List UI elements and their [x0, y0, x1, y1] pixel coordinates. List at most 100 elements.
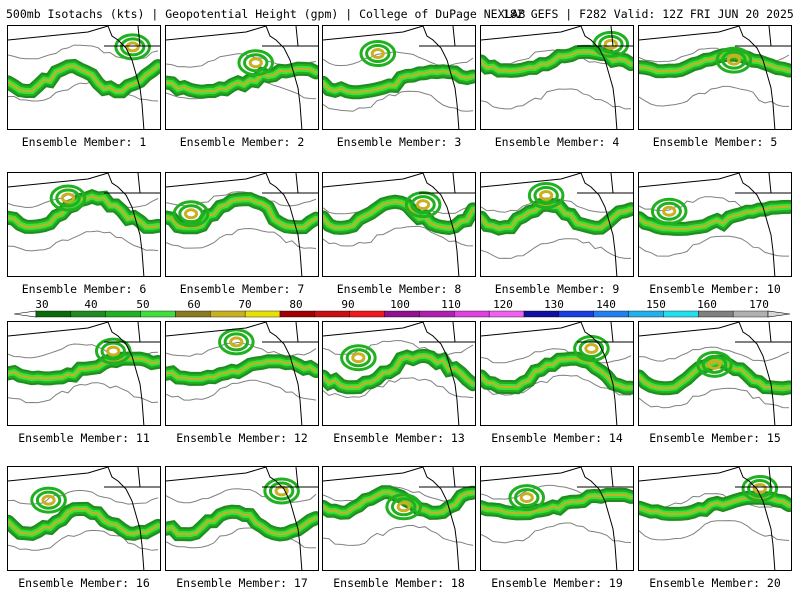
- colorbar-cell: [349, 310, 385, 318]
- colorbar-cell: [140, 310, 176, 318]
- colorbar-cell: [35, 310, 72, 318]
- height-contour: [323, 225, 474, 247]
- cutoff-low-isotach: [218, 328, 255, 356]
- member-map-9: [481, 173, 633, 276]
- ensemble-member-label: Ensemble Member: 20: [649, 576, 781, 590]
- isotach-band: [323, 200, 474, 229]
- cutoff-low-isotach: [701, 354, 728, 374]
- colorbar-cell: [384, 310, 420, 318]
- map-header: 500mb Isotachs (kts) | Geopotential Heig…: [6, 7, 794, 21]
- member-map-2: [166, 26, 318, 129]
- cutoff-low-isotach: [55, 188, 81, 208]
- member-map-10: [639, 173, 791, 276]
- header-run-info: 18Z GEFS | F282 Valid: 12Z FRI JUN 20 20…: [503, 7, 794, 21]
- coastline: [639, 173, 791, 276]
- coastline: [166, 173, 318, 276]
- colorbar-cell: [628, 310, 664, 318]
- height-contour: [166, 379, 317, 401]
- cutoff-low-isotach: [49, 184, 87, 212]
- colorbar-tick-label: 90: [341, 298, 355, 311]
- coastline: [639, 467, 791, 570]
- coastline: [323, 467, 475, 570]
- cutoff-low-isotach: [415, 199, 431, 211]
- cutoff-low-isotach: [592, 30, 630, 58]
- cutoff-low-isotach: [237, 49, 275, 77]
- cutoff-low-isotach: [359, 40, 397, 68]
- colorbar-tick-label: 150: [646, 298, 666, 311]
- cutoff-low-isotach: [508, 484, 546, 512]
- ensemble-member-label: Ensemble Member: 13: [333, 431, 465, 445]
- colorbar-cell: [454, 310, 490, 318]
- isotach-band: [323, 196, 475, 233]
- cutoff-low-isotach: [721, 50, 747, 70]
- ensemble-panel: [7, 321, 161, 426]
- colorbar-cell: [314, 310, 350, 318]
- cutoff-low-isotach: [248, 57, 263, 69]
- member-map-3: [323, 26, 475, 129]
- cutoff-low-isotach: [707, 358, 722, 370]
- colorbar-tick-label: 140: [596, 298, 616, 311]
- cutoff-low-isotach: [119, 37, 146, 57]
- colorbar-cell: [105, 310, 141, 318]
- height-contour: [8, 230, 159, 252]
- coastline: [639, 26, 791, 129]
- member-map-18: [323, 467, 475, 570]
- cutoff-low-isotach: [539, 189, 554, 201]
- member-map-19: [481, 467, 633, 570]
- cutoff-low-isotach: [752, 482, 767, 494]
- coastline: [481, 26, 633, 129]
- ensemble-panel: [322, 25, 476, 130]
- member-map-4: [481, 26, 633, 129]
- cutoff-low-isotach: [345, 348, 372, 368]
- colorbar-tick-label: 170: [749, 298, 769, 311]
- cutoff-low-isotach: [396, 501, 411, 513]
- colorbar-cell: [523, 310, 560, 318]
- ensemble-panel: [322, 321, 476, 426]
- cutoff-low-isotach: [598, 34, 624, 54]
- cutoff-low-isotach: [650, 197, 688, 225]
- cutoff-low-isotach: [726, 54, 742, 66]
- coastline: [323, 26, 475, 129]
- ensemble-panel: [322, 466, 476, 571]
- coastline: [323, 322, 475, 425]
- ensemble-member-label: Ensemble Member: 12: [176, 431, 308, 445]
- colorbar-tick-label: 110: [441, 298, 461, 311]
- colorbar-cell: [175, 310, 211, 318]
- height-contour: [8, 529, 159, 551]
- height-contour: [639, 235, 789, 257]
- cutoff-low-isotach: [696, 350, 733, 378]
- cutoff-low-isotach: [100, 341, 126, 361]
- ensemble-member-label: Ensemble Member: 10: [649, 282, 781, 296]
- height-contour: [166, 227, 317, 249]
- ensemble-member-label: Ensemble Member: 4: [494, 135, 620, 149]
- height-contour: [639, 387, 790, 409]
- cutoff-low-isotach: [747, 478, 773, 498]
- ensemble-member-label: Ensemble Member: 17: [176, 576, 308, 590]
- colorbar-low-end: [14, 310, 37, 318]
- cutoff-low-isotach: [715, 46, 753, 74]
- member-map-15: [639, 322, 791, 425]
- ensemble-member-label: Ensemble Member: 6: [21, 282, 147, 296]
- cutoff-low-isotach: [268, 481, 295, 501]
- colorbar-tick-label: 30: [35, 298, 49, 311]
- cutoff-low-isotach: [578, 339, 605, 359]
- cutoff-low-isotach: [662, 205, 677, 217]
- isotach-band: [323, 354, 474, 389]
- member-map-17: [166, 467, 318, 570]
- coastline: [481, 467, 633, 570]
- ensemble-member-label: Ensemble Member: 8: [336, 282, 462, 296]
- member-map-1: [8, 26, 160, 129]
- colorbar-cell: [279, 310, 316, 318]
- cutoff-low-isotach: [223, 332, 250, 352]
- cutoff-low-isotach: [41, 494, 56, 506]
- coastline: [481, 322, 633, 425]
- colorbar-tick-label: 100: [390, 298, 410, 311]
- cutoff-low-isotach: [351, 352, 366, 364]
- cutoff-low-isotach: [178, 204, 204, 224]
- isotach-band: [323, 70, 474, 94]
- colorbar-tick-label: 120: [493, 298, 513, 311]
- cutoff-low-isotach: [385, 493, 422, 521]
- cutoff-low-isotach: [263, 477, 300, 505]
- isotach-band: [639, 360, 790, 390]
- header-title: 500mb Isotachs (kts) | Geopotential Heig…: [6, 7, 526, 21]
